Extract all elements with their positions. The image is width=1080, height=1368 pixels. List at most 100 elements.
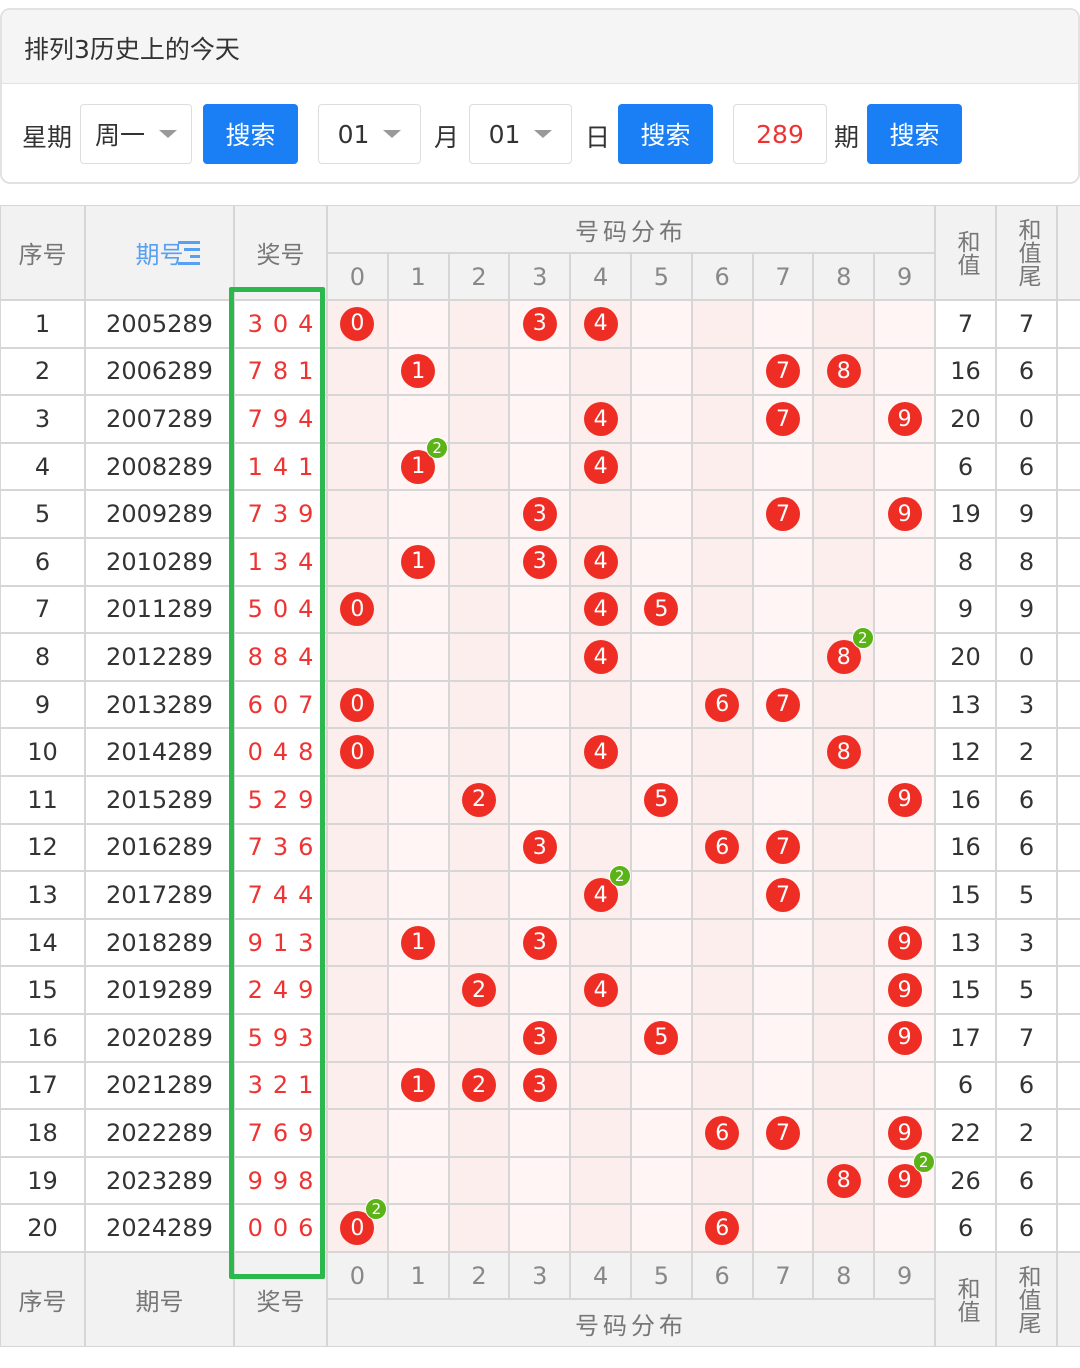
sum: 13 <box>935 680 996 729</box>
cut-cell <box>1057 347 1080 396</box>
dist-cell <box>509 728 571 776</box>
number-ball: 4 <box>583 640 618 674</box>
number-ball: 7 <box>766 878 800 912</box>
dist-cell <box>509 871 571 919</box>
header-cell: 期号 <box>85 205 234 300</box>
dist-cell <box>874 442 935 491</box>
number-ball: 3 <box>522 1068 557 1103</box>
search-button[interactable]: 搜索 <box>618 104 713 164</box>
dist-cell <box>631 1156 692 1205</box>
row-number: 5 <box>0 490 85 538</box>
digit-header: 6 <box>691 1252 753 1299</box>
dist-cell <box>813 776 875 824</box>
search-button[interactable]: 搜索 <box>867 104 962 164</box>
sum-tail: 9 <box>996 585 1057 634</box>
issue: 2008289 <box>85 442 234 491</box>
cut-cell <box>1057 918 1080 967</box>
sum: 6 <box>935 1061 996 1110</box>
digit-header: 8 <box>813 1252 875 1299</box>
number-ball: 1 <box>401 1068 436 1103</box>
issue: 2006289 <box>85 347 234 396</box>
dist-cell <box>813 1014 875 1062</box>
dist-cell <box>448 1014 510 1062</box>
sum: 8 <box>935 538 996 586</box>
dist-cell <box>327 776 388 824</box>
dist-cell <box>570 347 631 396</box>
dist-cell <box>387 1109 449 1157</box>
draw-digit: 3 <box>247 309 263 338</box>
dist-cell <box>570 1204 631 1252</box>
dist-cell <box>570 918 631 967</box>
sum-tail: 9 <box>996 490 1057 538</box>
dist-cell <box>631 966 692 1014</box>
dist-cell <box>752 442 814 491</box>
dist-cell <box>509 395 571 443</box>
issue: 2012289 <box>85 633 234 681</box>
dist-cell <box>813 1109 875 1157</box>
digit-header: 1 <box>387 1252 449 1299</box>
dist-cell <box>874 1204 935 1252</box>
number-ball: 7 <box>766 830 800 865</box>
search-button[interactable]: 搜索 <box>203 104 298 164</box>
digit-header: 2 <box>448 253 510 300</box>
dist-cell <box>691 585 753 634</box>
sum-tail: 6 <box>996 347 1057 396</box>
row-number: 16 <box>0 1014 85 1062</box>
issue-input[interactable]: 289 <box>733 104 827 164</box>
row-number: 17 <box>0 1061 85 1110</box>
dist-cell <box>327 871 388 919</box>
title: 排列3历史上的今天 <box>24 35 240 64</box>
dist-cell <box>813 442 875 491</box>
dist-cell <box>874 347 935 396</box>
draw-digit: 4 <box>298 309 314 338</box>
dist-cell <box>327 633 388 681</box>
dist-cell <box>387 966 449 1014</box>
draw-digit: 1 <box>298 452 314 481</box>
dist-cell <box>631 680 692 729</box>
dist-cell <box>509 347 571 396</box>
issue: 2023289 <box>85 1156 234 1205</box>
repeat-badge: 2 <box>912 1150 935 1173</box>
number-ball: 4 <box>583 402 618 436</box>
dist-cell <box>631 871 692 919</box>
dist-cell <box>327 490 388 538</box>
dist-cell <box>509 633 571 681</box>
number-ball: 6 <box>705 1211 740 1246</box>
sum: 7 <box>935 300 996 348</box>
digit-header: 7 <box>752 1252 814 1299</box>
draw-digit: 4 <box>272 738 289 767</box>
draw-digit: 8 <box>298 1166 314 1195</box>
digit-header: 0 <box>327 253 388 300</box>
draw-digit: 1 <box>272 928 289 957</box>
draw-digit: 6 <box>272 1118 289 1147</box>
number-ball: 0 <box>340 306 375 341</box>
dist-cell <box>691 728 753 776</box>
day-select[interactable]: 01 <box>469 104 572 164</box>
header-cell: 和值 <box>935 205 996 300</box>
draw-digit: 9 <box>247 1166 263 1195</box>
row-number: 10 <box>0 728 85 776</box>
sum: 16 <box>935 347 996 396</box>
dist-cell <box>509 1109 571 1157</box>
issue: 2015289 <box>85 776 234 824</box>
draw-digit: 0 <box>272 690 289 719</box>
digit-header: 6 <box>691 253 753 300</box>
number-ball: 7 <box>766 354 800 389</box>
cut-cell <box>1057 1014 1080 1062</box>
issue: 2009289 <box>85 490 234 538</box>
dist-cell <box>813 490 875 538</box>
weekday-select[interactable]: 周一 <box>80 104 192 164</box>
dist-cell <box>813 918 875 967</box>
cut-cell <box>1057 633 1080 681</box>
month-select[interactable]: 01 <box>318 104 421 164</box>
row-number: 9 <box>0 680 85 729</box>
cut-cell <box>1057 538 1080 586</box>
header-cell: 和值尾 <box>996 205 1057 300</box>
dist-cell <box>327 1014 388 1062</box>
number-ball: 8 <box>826 1163 861 1198</box>
